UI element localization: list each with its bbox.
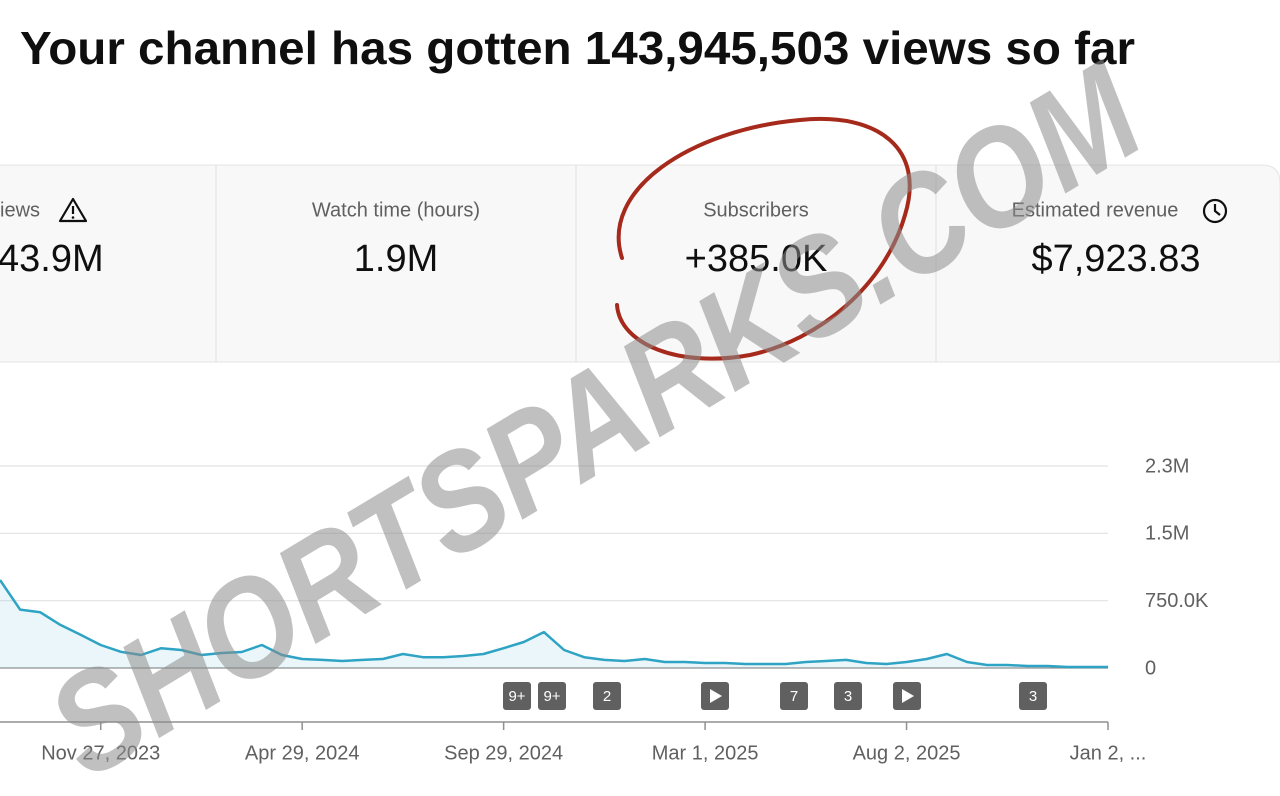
card-value: 43.9M bbox=[0, 238, 104, 280]
marker-label: 9+ bbox=[543, 688, 560, 705]
chart: 0 750.0K 1.5M 2.3M Nov 27, 2023 Apr 29, 2024 S… bbox=[0, 455, 1209, 764]
play-icon bbox=[902, 689, 914, 703]
card-label: Watch time (hours) bbox=[312, 199, 480, 221]
y-tick-label: 0 bbox=[1145, 657, 1156, 679]
video-marker[interactable] bbox=[701, 682, 729, 710]
marker-badge bbox=[780, 682, 808, 710]
video-marker[interactable] bbox=[893, 682, 921, 710]
card[interactable]: Watch time (hours) 1.9M bbox=[312, 199, 480, 280]
marker-label: 3 bbox=[844, 688, 852, 705]
marker-badge bbox=[538, 682, 566, 710]
line-area bbox=[0, 580, 1108, 668]
card-label: iews bbox=[0, 199, 40, 221]
x-tick-label: Mar 1, 2025 bbox=[652, 742, 759, 764]
event-marker[interactable]: 7 bbox=[780, 682, 808, 710]
x-tick-label: Jan 2, ... bbox=[1070, 742, 1147, 764]
play-icon bbox=[710, 689, 722, 703]
marker-badge bbox=[593, 682, 621, 710]
cards-panel bbox=[0, 164, 1280, 363]
card-label: Estimated revenue bbox=[1012, 199, 1179, 221]
x-tick-label: Aug 2, 2025 bbox=[853, 742, 961, 764]
event-marker[interactable]: 9+ bbox=[503, 682, 531, 710]
card-label: Subscribers bbox=[703, 199, 809, 221]
card-value: $7,923.83 bbox=[1031, 238, 1200, 280]
marker-label: 7 bbox=[790, 688, 798, 705]
marker-label: 3 bbox=[1029, 688, 1037, 705]
card[interactable]: iews 43.9M bbox=[0, 197, 104, 280]
clock-icon bbox=[1202, 198, 1228, 224]
clock-hands bbox=[1213, 204, 1221, 216]
event-marker[interactable]: 9+ bbox=[538, 682, 566, 710]
line bbox=[0, 579, 1108, 669]
card[interactable]: Subscribers +385.0K bbox=[685, 199, 828, 280]
marker-label: 2 bbox=[603, 688, 611, 705]
watermark: SHORTSPARKS.COM bbox=[22, 32, 1168, 796]
marker-badge bbox=[503, 682, 531, 710]
card-value: +385.0K bbox=[685, 238, 828, 280]
marker-label: 9+ bbox=[508, 688, 525, 705]
highlight-circle bbox=[615, 117, 912, 361]
y-tick-label: 750.0K bbox=[1145, 590, 1209, 612]
x-tick-label: Sep 29, 2024 bbox=[444, 742, 563, 764]
page-title: Your channel has gotten 143,945,503 view… bbox=[20, 22, 1135, 74]
warning-icon bbox=[58, 197, 88, 223]
card-value: 1.9M bbox=[354, 238, 438, 280]
event-marker[interactable]: 3 bbox=[834, 682, 862, 710]
marker-badge bbox=[834, 682, 862, 710]
marker-badge bbox=[1019, 682, 1047, 710]
warning-icon-dot bbox=[71, 216, 75, 219]
y-tick-label: 1.5M bbox=[1145, 523, 1189, 545]
card[interactable]: Estimated revenue $7,923.83 bbox=[1012, 198, 1228, 280]
x-tick-label: Apr 29, 2024 bbox=[245, 742, 360, 764]
y-tick-label: 2.3M bbox=[1145, 455, 1189, 477]
event-marker[interactable]: 3 bbox=[1019, 682, 1047, 710]
event-marker[interactable]: 2 bbox=[593, 682, 621, 710]
x-tick-label: Nov 27, 2023 bbox=[41, 742, 160, 764]
